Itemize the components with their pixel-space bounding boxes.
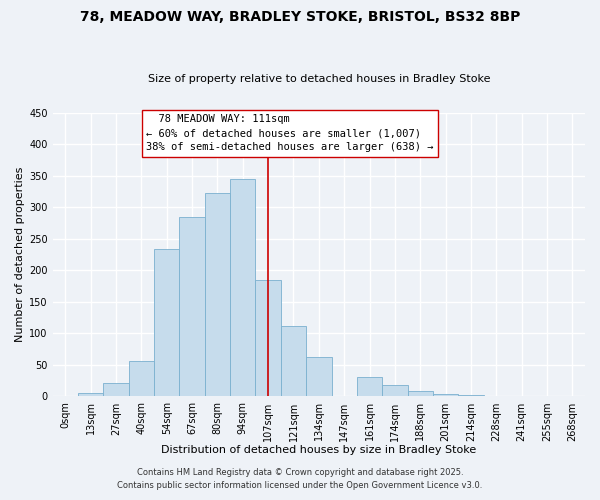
Bar bbox=[129, 361, 154, 396]
Bar bbox=[458, 395, 484, 396]
Bar bbox=[78, 392, 103, 396]
Y-axis label: Number of detached properties: Number of detached properties bbox=[15, 167, 25, 342]
Bar bbox=[103, 383, 129, 396]
Text: Contains HM Land Registry data © Crown copyright and database right 2025.
Contai: Contains HM Land Registry data © Crown c… bbox=[118, 468, 482, 490]
Bar bbox=[407, 391, 433, 396]
Bar bbox=[179, 218, 205, 396]
Bar bbox=[230, 179, 256, 396]
Bar bbox=[205, 192, 230, 396]
Bar bbox=[281, 326, 306, 396]
Text: 78, MEADOW WAY, BRADLEY STOKE, BRISTOL, BS32 8BP: 78, MEADOW WAY, BRADLEY STOKE, BRISTOL, … bbox=[80, 10, 520, 24]
Text: 78 MEADOW WAY: 111sqm
← 60% of detached houses are smaller (1,007)
38% of semi-d: 78 MEADOW WAY: 111sqm ← 60% of detached … bbox=[146, 114, 434, 152]
Bar bbox=[306, 356, 332, 397]
Title: Size of property relative to detached houses in Bradley Stoke: Size of property relative to detached ho… bbox=[148, 74, 490, 84]
X-axis label: Distribution of detached houses by size in Bradley Stoke: Distribution of detached houses by size … bbox=[161, 445, 476, 455]
Bar bbox=[256, 280, 281, 396]
Bar bbox=[154, 250, 179, 396]
Bar bbox=[433, 394, 458, 396]
Bar bbox=[357, 377, 382, 396]
Bar bbox=[382, 385, 407, 396]
